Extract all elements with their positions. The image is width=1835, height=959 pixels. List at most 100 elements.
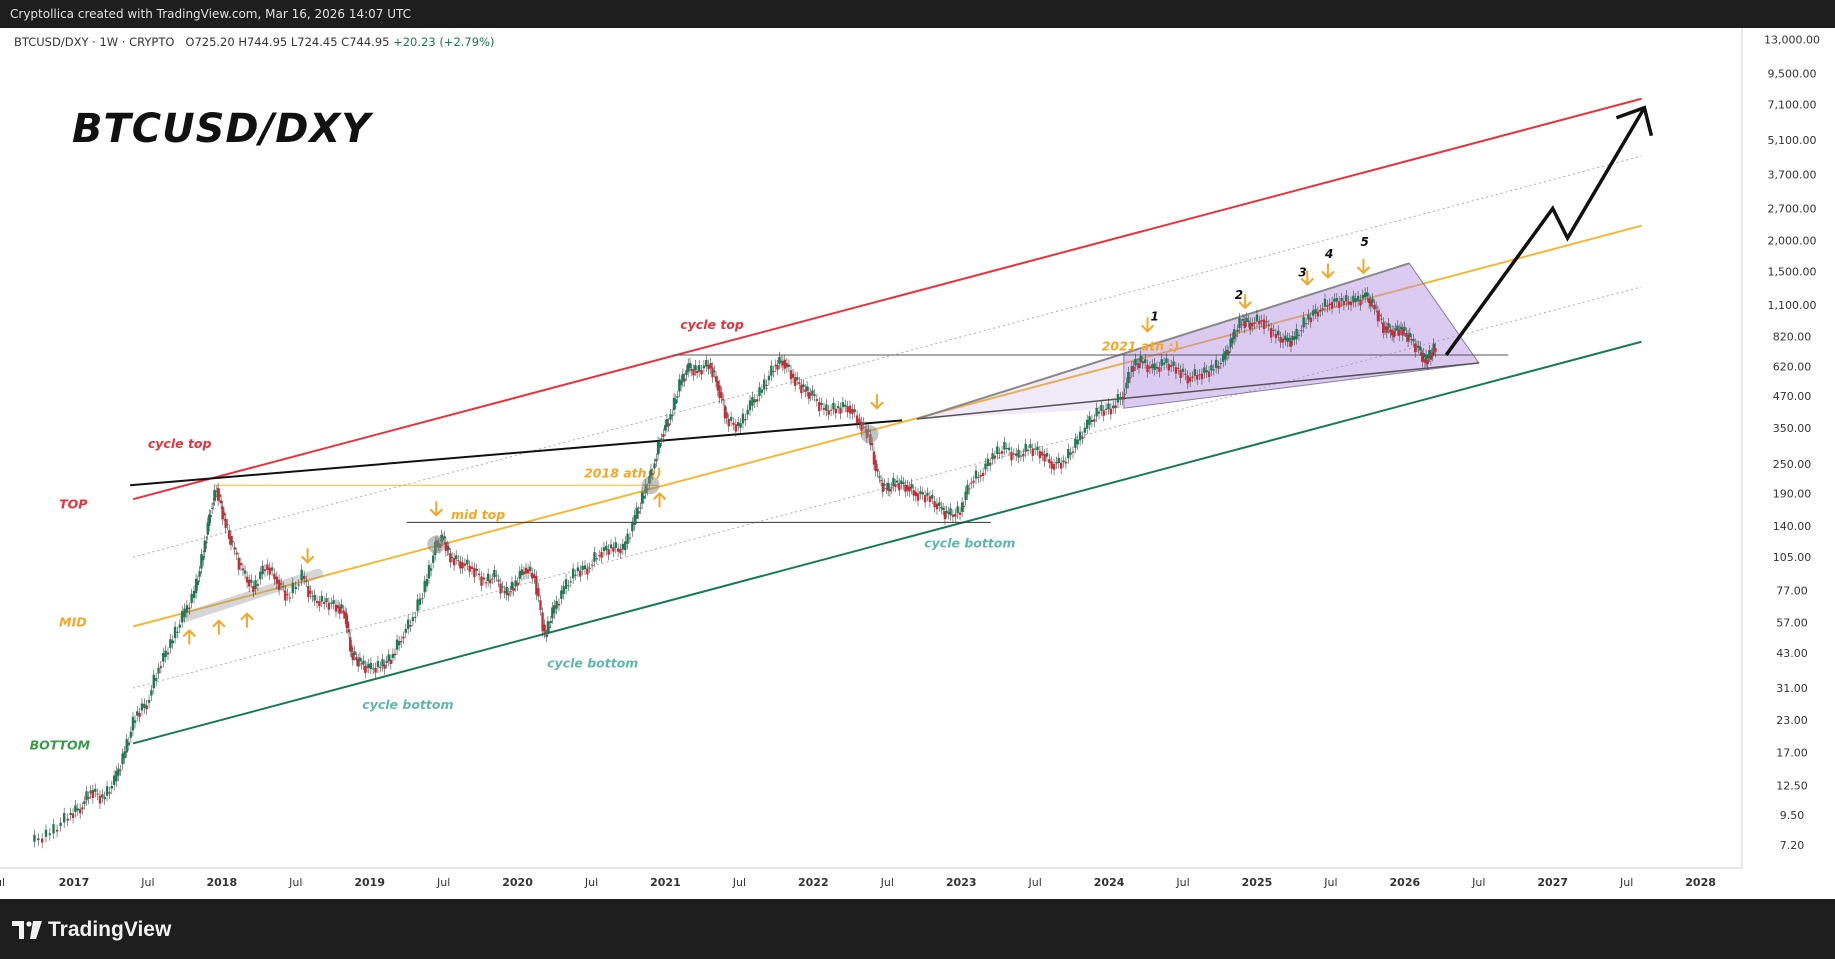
candle-body [228, 530, 231, 540]
candle-body [1284, 335, 1287, 341]
candle-body [127, 742, 131, 746]
candle-body [557, 603, 561, 606]
x-tick-label: 2023 [946, 876, 977, 889]
symbol-name[interactable]: BTCUSD/DXY · 1W · CRYPTO [14, 35, 175, 49]
candle-body [414, 616, 417, 618]
candle-body [477, 573, 481, 576]
candle-body [1429, 354, 1433, 360]
candle-body [1427, 355, 1430, 359]
candle-body [567, 585, 570, 587]
candle-body [848, 405, 852, 414]
candle-body [1373, 304, 1376, 310]
candle-body [1297, 334, 1301, 336]
candle-body [829, 409, 833, 411]
candle-body [1071, 451, 1075, 453]
arrow-down-icon [429, 501, 443, 517]
x-tick-label: Jul [140, 876, 154, 889]
chart-frame[interactable]: 7.20 9.50 12.50 17.00 23.00 31.00 43.00 57.00 77… [0, 28, 1835, 899]
candle-body [1045, 453, 1049, 457]
candle-body [1193, 369, 1197, 376]
candle-body [37, 838, 40, 841]
candle-body [1369, 300, 1373, 307]
candle-body [958, 512, 962, 515]
candle-body [338, 606, 342, 614]
candle-body [1307, 314, 1310, 320]
candle-body [562, 586, 565, 594]
candle-body [1383, 326, 1387, 330]
candle-body [210, 507, 214, 509]
candle-body [1160, 359, 1163, 366]
candle-body [765, 384, 768, 386]
candle-body [926, 492, 929, 496]
candle-body [1132, 366, 1135, 372]
candle-body [619, 549, 622, 554]
candle-body [452, 558, 456, 566]
candle-body [998, 452, 1001, 454]
arrow-down-icon [300, 548, 315, 564]
y-tick-label: 2,000.00 [1768, 235, 1817, 248]
candle-body [1231, 337, 1234, 344]
candle-body [967, 488, 971, 490]
candle-body [755, 399, 759, 402]
chart-canvas[interactable]: 7.20 9.50 12.50 17.00 23.00 31.00 43.00 57.00 77… [0, 28, 1835, 899]
candle-body [667, 423, 670, 427]
candle-body [551, 607, 554, 619]
candle-body [145, 705, 148, 710]
upper-dotted-channel-line [132, 155, 1642, 558]
candle-body [1019, 455, 1023, 457]
candle-body [1260, 320, 1263, 322]
candle-body [549, 620, 553, 623]
x-tick-label: Jul [584, 876, 598, 889]
candle-body [827, 410, 830, 415]
candle-body [78, 808, 82, 814]
candle-body [446, 545, 449, 551]
arrow-down-icon [870, 394, 884, 410]
chart-annotation: 2 [1235, 288, 1243, 302]
candle-body [85, 791, 88, 801]
candle-body [1148, 366, 1152, 369]
candle-body [938, 502, 941, 507]
candle-body [418, 598, 422, 605]
candle-body [639, 507, 642, 509]
candle-body [356, 659, 360, 667]
candle-body [825, 404, 828, 411]
candle-body [1392, 331, 1396, 338]
candle-body [1286, 337, 1289, 342]
tradingview-brand[interactable]: TradingView [12, 918, 171, 942]
candle-body [1167, 364, 1171, 371]
candle-body [665, 418, 669, 427]
candle-body [1207, 371, 1211, 377]
candle-body [1057, 457, 1061, 464]
arrow-down-icon [1321, 263, 1335, 279]
candle-body [984, 463, 987, 470]
candle-body [560, 590, 563, 599]
candle-body [818, 402, 821, 412]
candle-body [1052, 463, 1056, 470]
candle-body [690, 368, 693, 371]
candle-body [275, 576, 279, 584]
candle-body [612, 547, 615, 552]
candle-body [336, 605, 340, 609]
candle-body [162, 652, 165, 662]
price-axis-panel [1742, 28, 1835, 899]
x-tick-label: 2020 [502, 876, 533, 889]
candle-body [692, 369, 695, 376]
candle-body [71, 813, 75, 818]
candle-body [399, 640, 403, 643]
candle-body [1029, 444, 1032, 448]
candle-body [600, 552, 603, 558]
candle-body [1422, 353, 1425, 357]
candle-body [431, 555, 435, 563]
candle-body [972, 480, 975, 483]
candle-body [205, 541, 208, 544]
candle-body [1394, 328, 1397, 331]
candle-body [902, 482, 905, 485]
candle-body [497, 579, 500, 582]
candle-body [787, 364, 791, 367]
candle-body [288, 597, 292, 599]
candle-body [98, 795, 102, 804]
candle-body [1291, 335, 1294, 341]
candle-body [1031, 448, 1034, 456]
x-tick-label: Jul [1619, 876, 1633, 889]
candle-body [150, 690, 153, 696]
